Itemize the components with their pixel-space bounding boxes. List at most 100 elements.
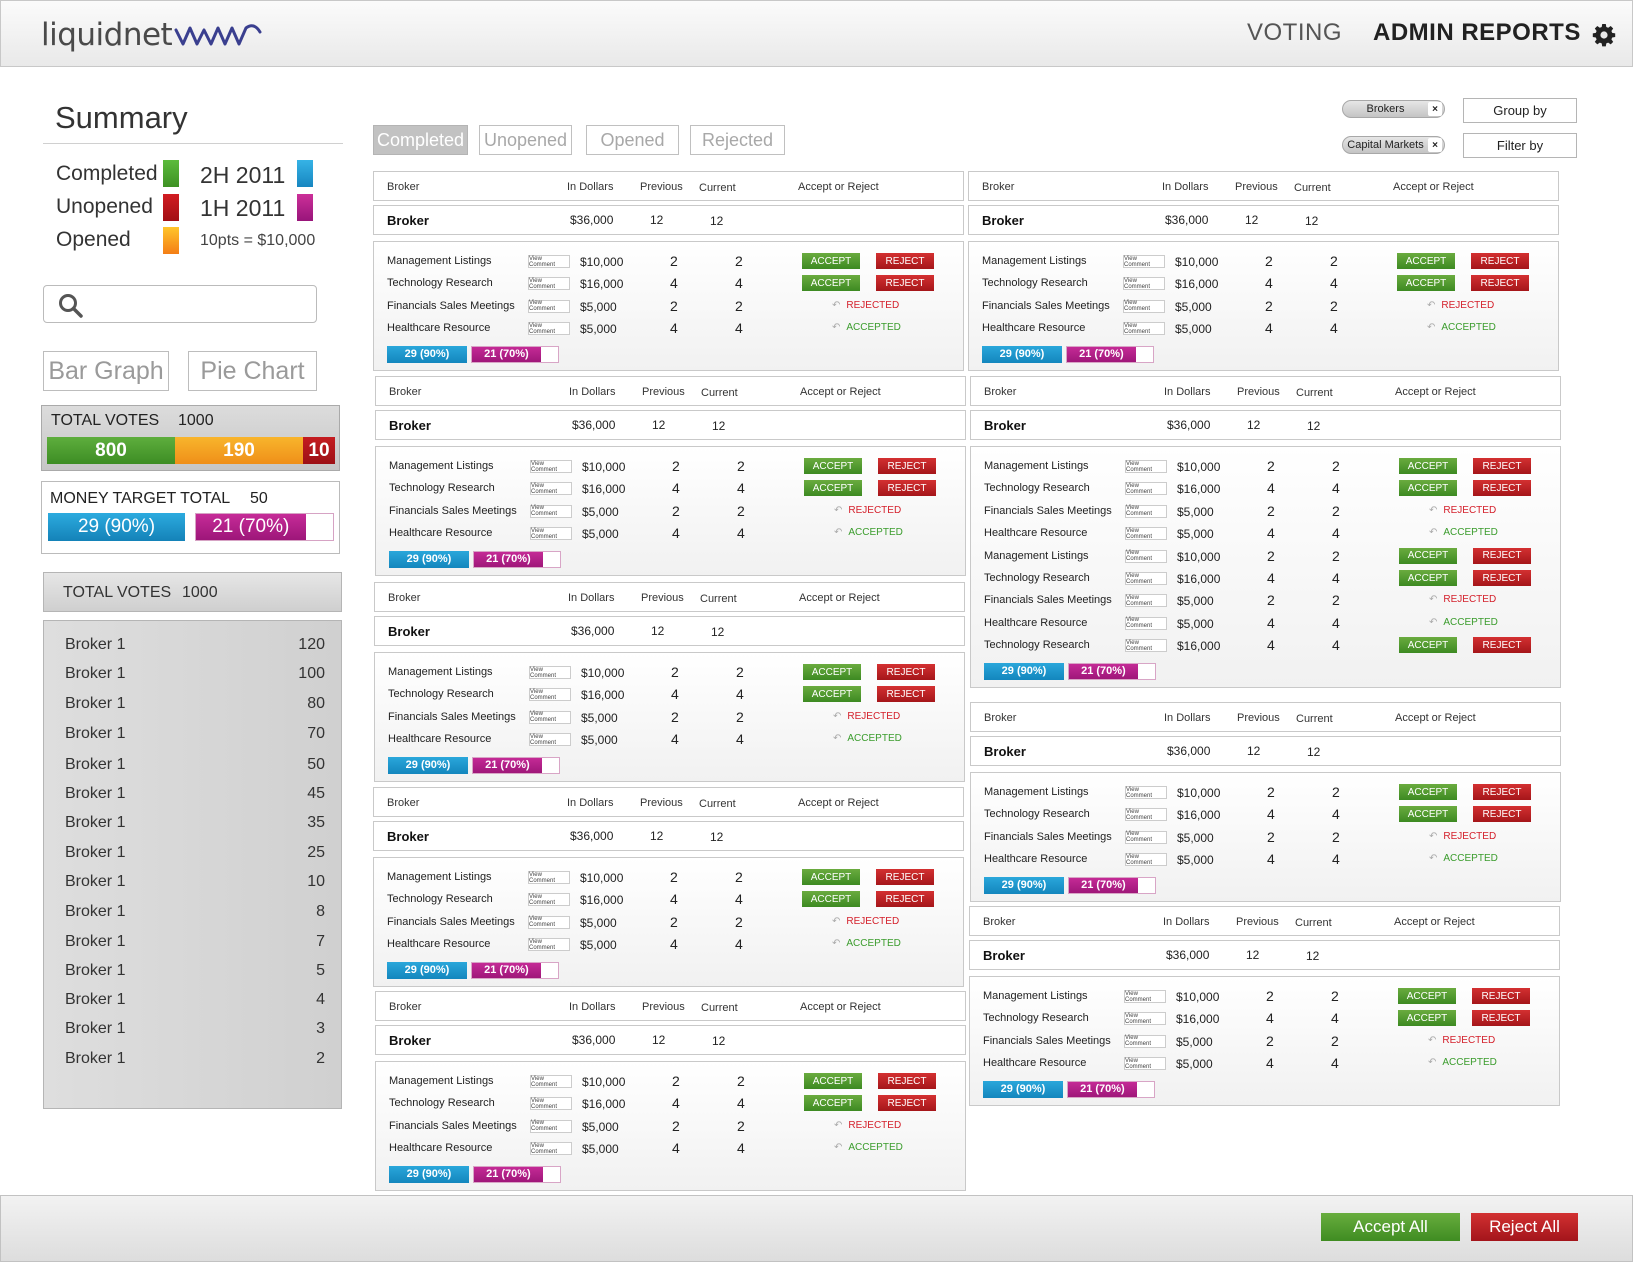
view-comment-button[interactable]: View Comment — [1124, 1057, 1166, 1071]
view-comment-button[interactable]: View Comment — [1125, 460, 1167, 473]
view-comment-button[interactable]: View Comment — [529, 733, 571, 747]
reject-button[interactable]: REJECT — [877, 664, 935, 680]
accept-button[interactable]: ACCEPT — [804, 480, 862, 497]
nav-voting[interactable]: VOTING — [1247, 19, 1343, 46]
gear-icon[interactable] — [1592, 23, 1616, 47]
undo-icon[interactable]: ↶ — [1429, 594, 1438, 606]
undo-icon[interactable]: ↶ — [832, 915, 841, 927]
undo-icon[interactable]: ↶ — [832, 322, 841, 334]
accept-button[interactable]: ACCEPT — [1399, 458, 1457, 474]
reject-button[interactable]: REJECT — [1473, 784, 1531, 800]
reject-button[interactable]: REJECT — [1473, 458, 1531, 474]
accept-button[interactable]: ACCEPT — [1398, 1010, 1456, 1027]
accept-button[interactable]: ACCEPT — [1397, 275, 1455, 292]
undo-icon[interactable]: ↶ — [1427, 322, 1436, 334]
filter-chip-capital-markets[interactable]: Capital Markets × — [1342, 136, 1445, 154]
accept-button[interactable]: ACCEPT — [1399, 637, 1457, 654]
undo-icon[interactable]: ↶ — [1429, 616, 1438, 628]
view-comment-button[interactable]: View Comment — [528, 255, 570, 268]
view-comment-button[interactable]: View Comment — [1125, 482, 1167, 496]
view-comment-button[interactable]: View Comment — [1123, 322, 1165, 336]
view-comment-button[interactable]: View Comment — [1124, 1012, 1166, 1026]
undo-icon[interactable]: ↶ — [834, 527, 843, 539]
view-comment-button[interactable]: View Comment — [1123, 299, 1165, 313]
filter-by-button[interactable]: Filter by — [1463, 133, 1577, 158]
tab-rejected[interactable]: Rejected — [690, 125, 785, 155]
reject-all-button[interactable]: Reject All — [1471, 1213, 1578, 1241]
undo-icon[interactable]: ↶ — [832, 299, 841, 311]
reject-button[interactable]: REJECT — [1472, 988, 1530, 1004]
view-comment-button[interactable]: View Comment — [528, 277, 570, 291]
tab-opened[interactable]: Opened — [586, 125, 679, 155]
reject-button[interactable]: REJECT — [876, 253, 934, 269]
accept-button[interactable]: ACCEPT — [1398, 988, 1456, 1004]
view-comment-button[interactable]: View Comment — [1125, 639, 1167, 653]
accept-button[interactable]: ACCEPT — [1399, 570, 1457, 586]
undo-icon[interactable]: ↶ — [834, 504, 843, 516]
view-comment-button[interactable]: View Comment — [530, 1075, 572, 1088]
undo-icon[interactable]: ↶ — [1429, 527, 1438, 539]
view-comment-button[interactable]: View Comment — [528, 299, 570, 313]
reject-button[interactable]: REJECT — [1473, 480, 1531, 497]
view-comment-button[interactable]: View Comment — [530, 460, 572, 473]
undo-icon[interactable]: ↶ — [1429, 504, 1438, 516]
accept-button[interactable]: ACCEPT — [1399, 806, 1457, 823]
accept-button[interactable]: ACCEPT — [803, 664, 861, 680]
accept-button[interactable]: ACCEPT — [802, 253, 860, 269]
reject-button[interactable]: REJECT — [877, 686, 935, 703]
view-comment-button[interactable]: View Comment — [1123, 255, 1165, 268]
liquidnet-logo[interactable]: liquidnet — [41, 15, 264, 55]
reject-button[interactable]: REJECT — [878, 1095, 936, 1112]
undo-icon[interactable]: ↶ — [834, 1119, 843, 1131]
undo-icon[interactable]: ↶ — [1429, 853, 1438, 865]
reject-button[interactable]: REJECT — [1471, 275, 1529, 292]
view-comment-button[interactable]: View Comment — [530, 504, 572, 518]
view-comment-button[interactable]: View Comment — [529, 688, 571, 702]
view-comment-button[interactable]: View Comment — [1125, 549, 1167, 563]
undo-icon[interactable]: ↶ — [834, 1142, 843, 1154]
reject-button[interactable]: REJECT — [878, 458, 936, 474]
accept-button[interactable]: ACCEPT — [1399, 480, 1457, 497]
filter-chip-brokers[interactable]: Brokers × — [1342, 100, 1445, 118]
view-comment-button[interactable]: View Comment — [528, 938, 570, 952]
tab-unopened[interactable]: Unopened — [479, 125, 572, 155]
accept-button[interactable]: ACCEPT — [803, 686, 861, 703]
accept-button[interactable]: ACCEPT — [1399, 547, 1457, 564]
view-comment-button[interactable]: View Comment — [1125, 616, 1167, 630]
accept-button[interactable]: ACCEPT — [804, 1095, 862, 1112]
undo-icon[interactable]: ↶ — [833, 710, 842, 722]
accept-button[interactable]: ACCEPT — [802, 869, 860, 885]
view-comment-button[interactable]: View Comment — [1125, 853, 1167, 867]
accept-button[interactable]: ACCEPT — [804, 1073, 862, 1089]
view-comment-button[interactable]: View Comment — [529, 666, 571, 679]
view-comment-button[interactable]: View Comment — [528, 871, 570, 884]
view-comment-button[interactable]: View Comment — [530, 527, 572, 541]
undo-icon[interactable]: ↶ — [833, 733, 842, 745]
view-comment-button[interactable]: View Comment — [530, 1119, 572, 1133]
bar-graph-button[interactable]: Bar Graph — [43, 351, 169, 391]
undo-icon[interactable]: ↶ — [1429, 830, 1438, 842]
view-comment-button[interactable]: View Comment — [1124, 990, 1166, 1003]
view-comment-button[interactable]: View Comment — [1125, 504, 1167, 518]
view-comment-button[interactable]: View Comment — [1125, 808, 1167, 822]
chip-remove-icon[interactable]: × — [1428, 138, 1442, 152]
nav-admin-reports[interactable]: ADMIN REPORTS — [1373, 19, 1581, 46]
view-comment-button[interactable]: View Comment — [530, 1097, 572, 1111]
undo-icon[interactable]: ↶ — [1428, 1034, 1437, 1046]
view-comment-button[interactable]: View Comment — [530, 1142, 572, 1156]
view-comment-button[interactable]: View Comment — [528, 893, 570, 907]
undo-icon[interactable]: ↶ — [1428, 1057, 1437, 1069]
view-comment-button[interactable]: View Comment — [528, 322, 570, 336]
accept-button[interactable]: ACCEPT — [802, 891, 860, 908]
reject-button[interactable]: REJECT — [1473, 570, 1531, 586]
reject-button[interactable]: REJECT — [1473, 637, 1531, 654]
reject-button[interactable]: REJECT — [1472, 1010, 1530, 1027]
reject-button[interactable]: REJECT — [1473, 806, 1531, 823]
reject-button[interactable]: REJECT — [876, 869, 934, 885]
pie-chart-button[interactable]: Pie Chart — [188, 351, 317, 391]
chip-remove-icon[interactable]: × — [1428, 102, 1442, 116]
search-input[interactable] — [43, 285, 317, 323]
view-comment-button[interactable]: View Comment — [1123, 277, 1165, 291]
accept-button[interactable]: ACCEPT — [1397, 253, 1455, 269]
reject-button[interactable]: REJECT — [876, 891, 934, 908]
